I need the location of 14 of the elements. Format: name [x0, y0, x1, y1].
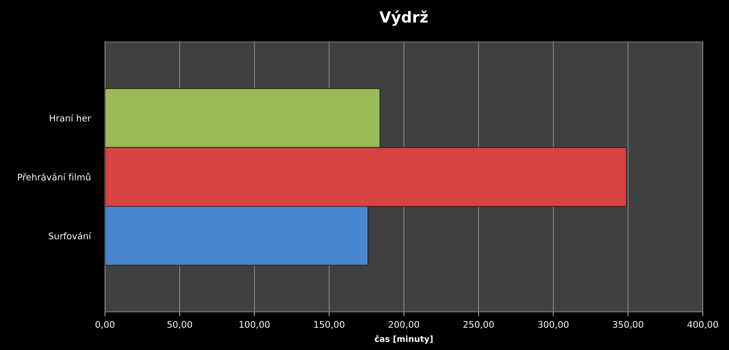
- y-tick-label: Hraní her: [50, 114, 92, 122]
- x-tick-label: 350,00: [612, 321, 644, 329]
- x-axis-title: čas [minuty]: [374, 335, 433, 344]
- x-tick-label: 200,00: [388, 321, 420, 329]
- y-tick-label: Přehrávání filmů: [18, 172, 90, 180]
- x-tick-label: 250,00: [463, 321, 494, 329]
- x-tick-label: 0,00: [96, 321, 114, 329]
- x-tick-label: 400,00: [687, 321, 718, 329]
- x-tick-label: 50,00: [167, 321, 192, 329]
- x-tick-label: 300,00: [538, 321, 569, 329]
- chart-title: Výdrž: [379, 10, 428, 26]
- x-tick-label: 100,00: [240, 321, 270, 329]
- y-tick-label: Surfování: [48, 232, 92, 240]
- x-tick-label: 150,00: [314, 321, 344, 329]
